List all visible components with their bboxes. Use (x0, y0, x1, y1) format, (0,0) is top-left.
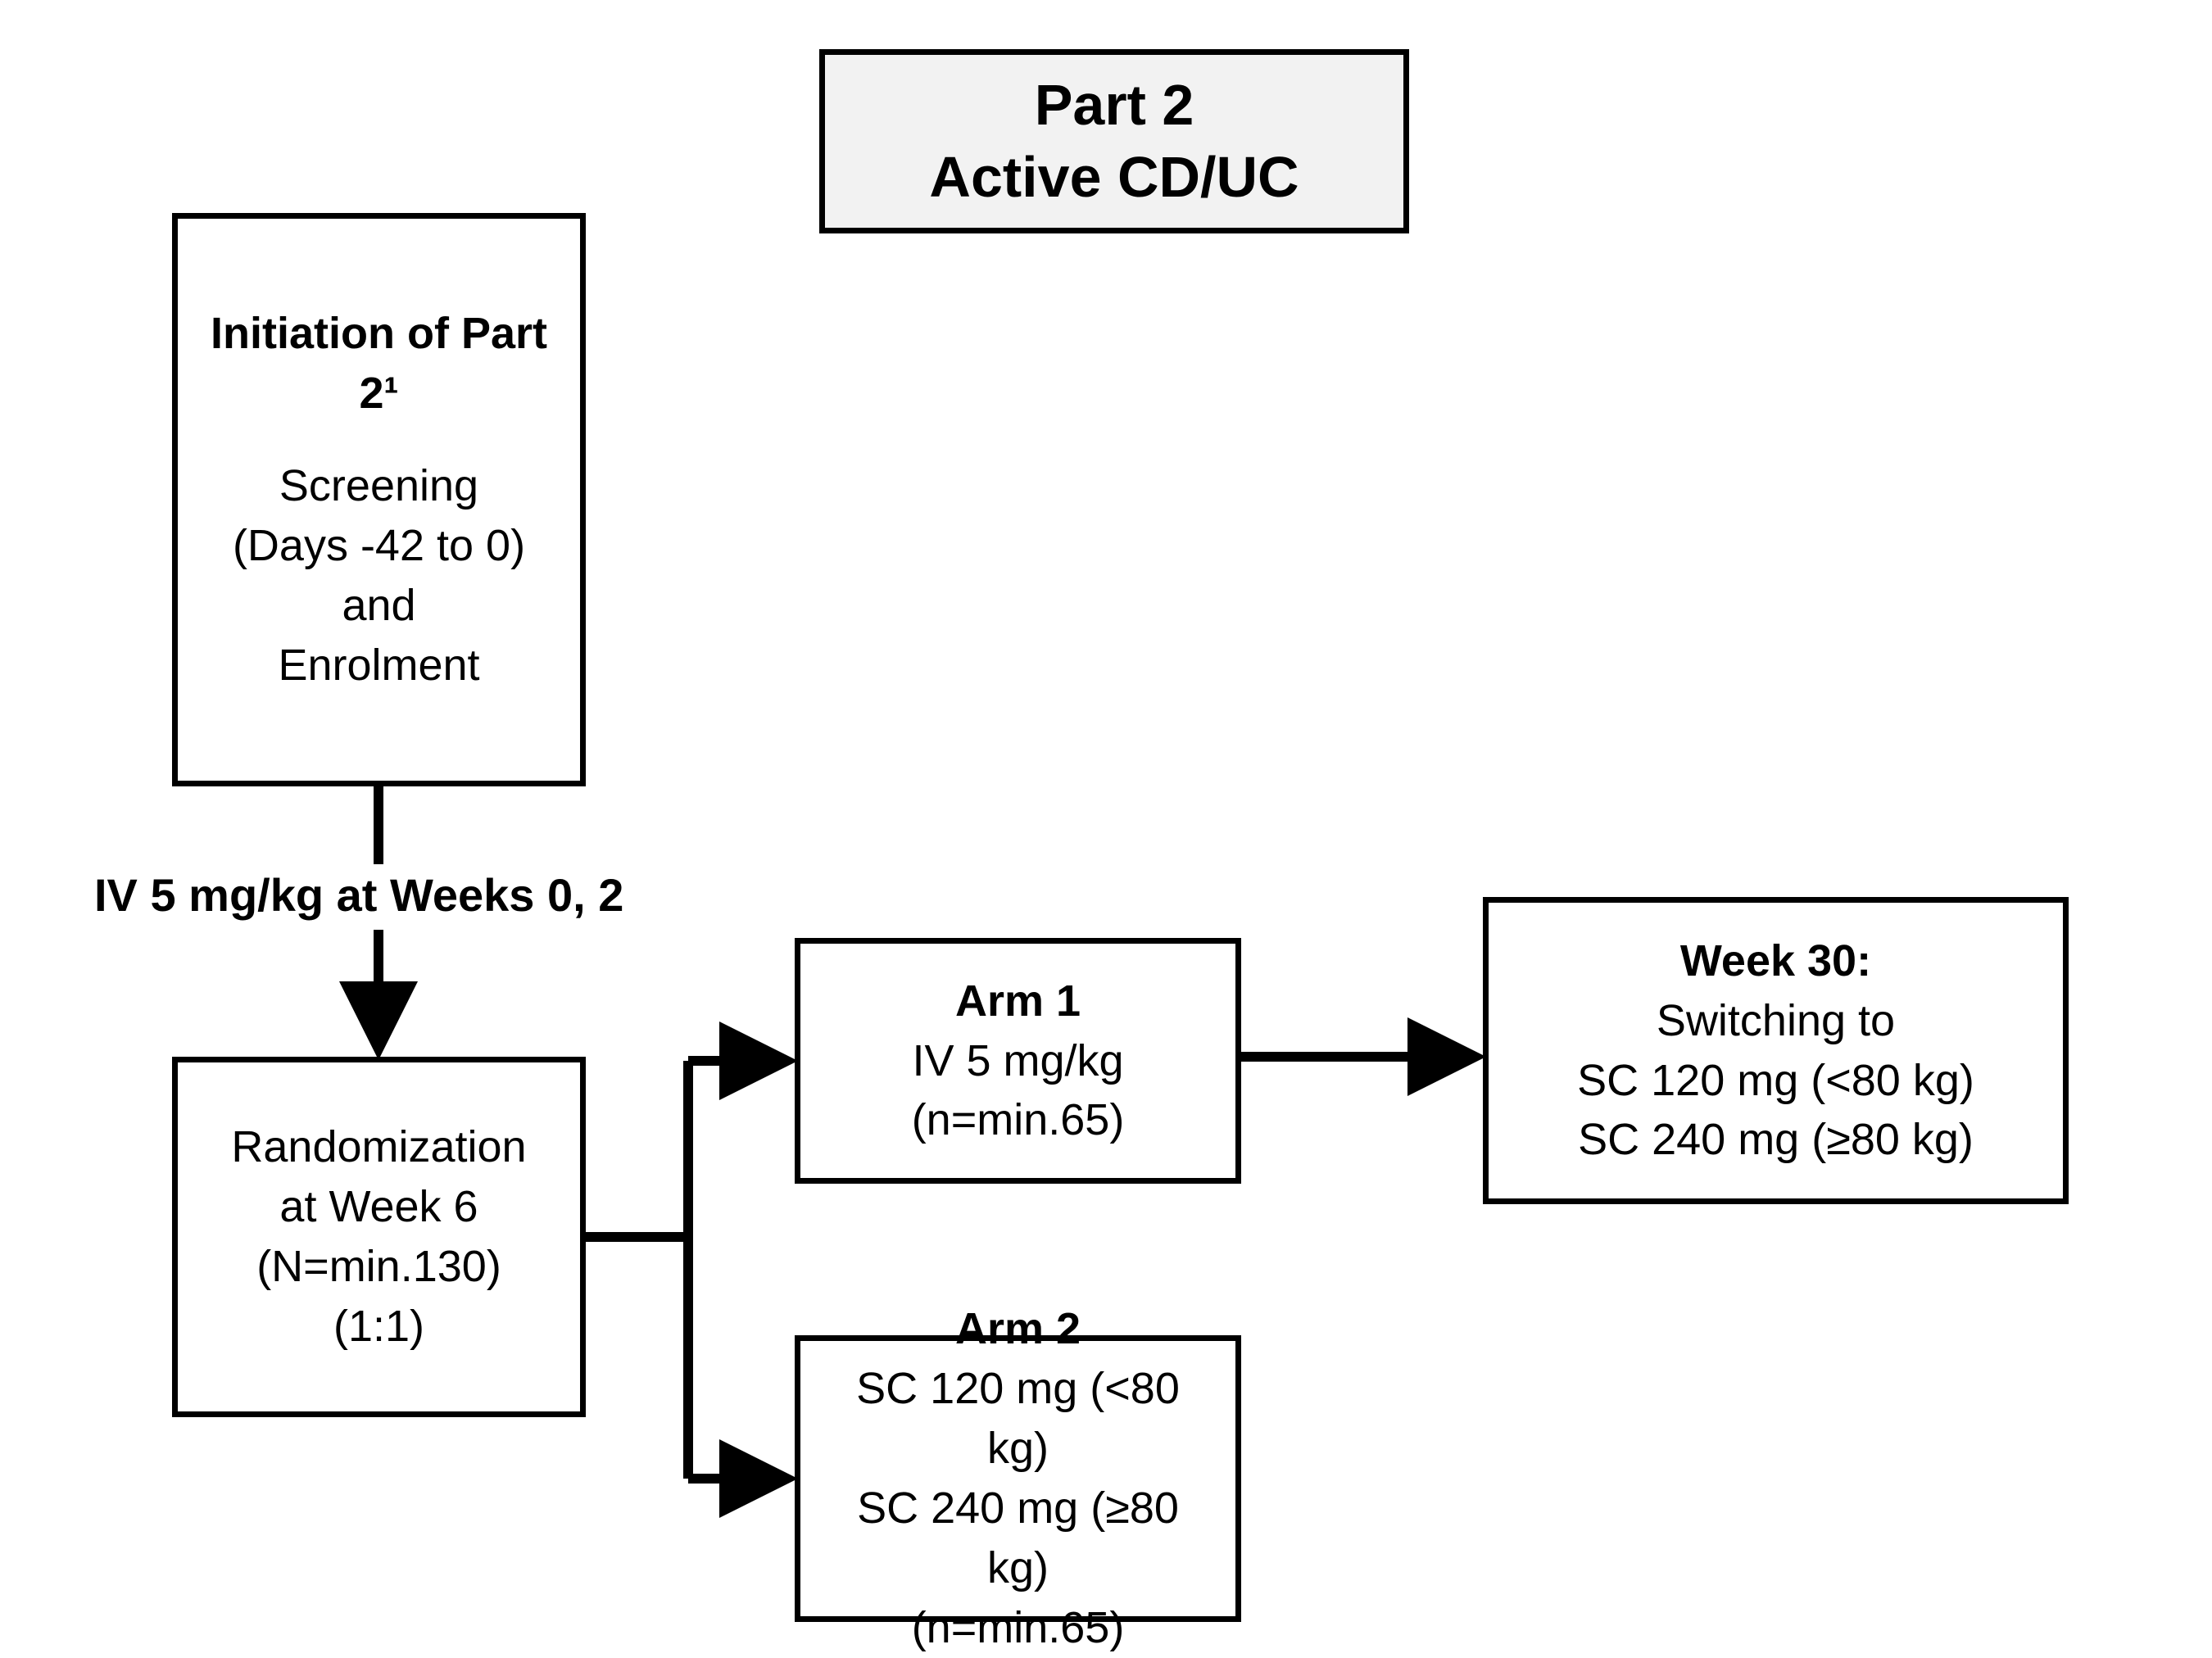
week30-l3: SC 240 mg (≥80 kg) (1578, 1110, 1974, 1170)
rand-l3: (N=min.130) (256, 1237, 501, 1297)
rand-l4: (1:1) (333, 1297, 424, 1357)
week30-heading: Week 30: (1680, 931, 1871, 991)
title-box: Part 2 Active CD/UC (819, 49, 1409, 233)
arm1-heading: Arm 1 (955, 972, 1081, 1031)
arm2-l2: SC 240 mg (≥80 kg) (825, 1479, 1211, 1598)
init-body-2: (Days -42 to 0) (233, 516, 525, 576)
node-arm2: Arm 2 SC 120 mg (<80 kg) SC 240 mg (≥80 … (795, 1335, 1241, 1622)
title-line-1: Part 2 (1035, 70, 1194, 142)
node-initiation: Initiation of Part 2¹ Screening (Days -4… (172, 213, 586, 786)
arm1-l2: (n=min.65) (912, 1090, 1125, 1150)
arm1-l1: IV 5 mg/kg (912, 1031, 1123, 1091)
node-randomization: Randomization at Week 6 (N=min.130) (1:1… (172, 1057, 586, 1417)
node-arm1: Arm 1 IV 5 mg/kg (n=min.65) (795, 938, 1241, 1184)
rand-l1: Randomization (231, 1117, 526, 1177)
init-body-4: Enrolment (278, 636, 479, 695)
week30-l1: Switching to (1657, 991, 1895, 1051)
label-iv-dosing: IV 5 mg/kg at Weeks 0, 2 (94, 868, 623, 922)
title-line-2: Active CD/UC (929, 142, 1299, 214)
rand-l2: at Week 6 (279, 1177, 478, 1237)
arm2-l1: SC 120 mg (<80 kg) (825, 1359, 1211, 1479)
node-week30: Week 30: Switching to SC 120 mg (<80 kg)… (1483, 897, 2069, 1204)
arm2-heading: Arm 2 (955, 1299, 1081, 1359)
week30-l2: SC 120 mg (<80 kg) (1577, 1051, 1974, 1111)
init-heading: Initiation of Part 2¹ (202, 304, 555, 424)
init-body-3: and (342, 576, 415, 636)
init-body-1: Screening (279, 456, 478, 516)
arm2-l3: (n=min.65) (912, 1598, 1125, 1658)
